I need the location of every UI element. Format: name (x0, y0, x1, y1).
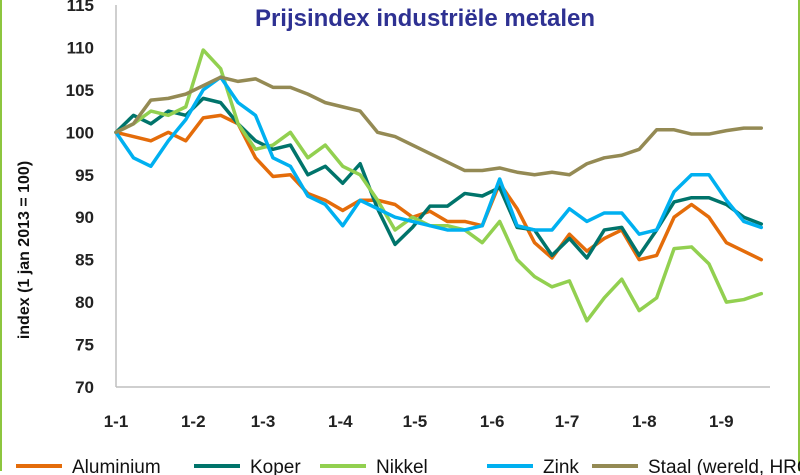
y-axis-label: index (1 jan 2013 = 100) (16, 161, 33, 339)
x-tick-label-1-7: 1-7 (555, 412, 580, 431)
y-tick-label-70: 70 (75, 378, 94, 397)
y-tick-label-105: 105 (66, 81, 94, 100)
y-tick-label-90: 90 (75, 208, 94, 227)
x-tick-label-1-5: 1-5 (403, 412, 428, 431)
y-tick-label-95: 95 (75, 166, 94, 185)
y-tick-label-80: 80 (75, 293, 94, 312)
x-tick-label-1-9: 1-9 (709, 412, 734, 431)
series-line-nikkel (114, 48, 764, 323)
series-line-staal-wereld-hrc (114, 75, 764, 177)
y-tick-label-115: 115 (67, 0, 94, 15)
x-tick-label-1-1: 1-1 (104, 412, 129, 431)
series-line-zink (114, 75, 764, 236)
series-line-koper (114, 96, 764, 260)
legend-label-aluminium: Aluminium (72, 457, 161, 475)
x-tick-label-1-3: 1-3 (251, 412, 276, 431)
legend-label-zink: Zink (543, 457, 579, 475)
series-lines (114, 48, 764, 323)
legend-label-staal-wereld-hrc: Staal (wereld, HRC) (648, 457, 800, 475)
y-tick-label-75: 75 (75, 336, 94, 355)
chart-title: Prijsindex industriële metalen (255, 5, 595, 32)
x-tick-labels: 1-1 1-2 1-3 1-4 1-5 1-6 1-7 1-8 1-9 (104, 412, 734, 431)
x-tick-label-1-6: 1-6 (480, 412, 505, 431)
y-tick-labels: 70 75 80 85 90 95 100 105 110 115 (66, 0, 94, 397)
series-line-aluminium (114, 113, 764, 262)
x-tick-label-1-4: 1-4 (328, 412, 353, 431)
x-tick-label-1-2: 1-2 (181, 412, 206, 431)
x-tick-label-1-8: 1-8 (632, 412, 657, 431)
y-tick-label-100: 100 (66, 123, 94, 142)
legend: Aluminium Koper Nikkel Zink Staal (wereld, H… (16, 457, 800, 475)
y-tick-label-85: 85 (75, 251, 94, 270)
y-tick-label-110: 110 (67, 38, 94, 57)
legend-label-nikkel: Nikkel (376, 457, 428, 475)
legend-label-koper: Koper (250, 457, 301, 475)
